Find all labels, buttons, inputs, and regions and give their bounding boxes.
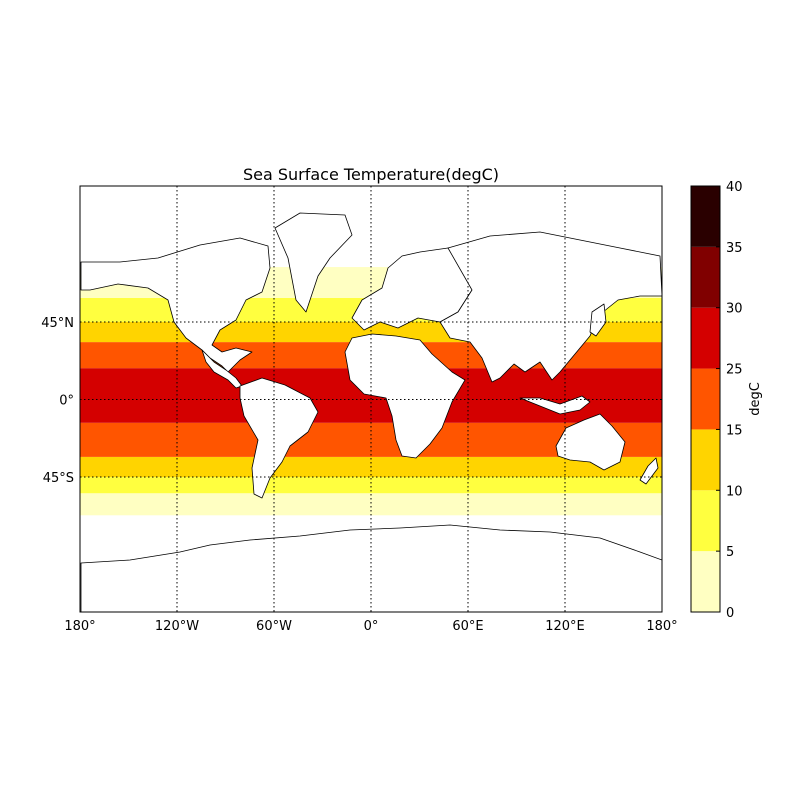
longitude-labels: 180° 120°W 60°W 0° 60°E 120°E 180° (64, 619, 677, 634)
colorbar-segment (691, 246, 720, 308)
sst-band-2 (80, 477, 662, 494)
africa (344, 333, 466, 459)
colorbar (691, 186, 720, 612)
japan (589, 303, 607, 337)
central-america (201, 349, 243, 389)
antarctica (80, 524, 662, 612)
longitude-label: 120°W (155, 619, 199, 634)
land-masses (80, 212, 662, 612)
colorbar-tick-label: 15 (726, 423, 743, 438)
colorbar-segment (691, 490, 720, 552)
colorbar-segment (691, 551, 720, 612)
colorbar-tick-label: 35 (726, 241, 743, 256)
latitude-labels: 45°N 0° 45°S (41, 316, 74, 486)
colorbar-segment (691, 307, 720, 369)
latitude-label: 45°S (43, 471, 74, 486)
longitude-label: 120°E (545, 619, 585, 634)
map-frame (79, 185, 663, 613)
map-plot-area (80, 186, 662, 612)
south-america (239, 377, 319, 499)
chart-title: Sea Surface Temperature(degC) (243, 165, 499, 184)
colorbar-label: degC (748, 382, 763, 416)
greenland (274, 212, 353, 313)
colorbar-ticks: 0 5 10 15 25 30 35 40 (716, 180, 743, 621)
north-america (80, 237, 271, 373)
colorbar-tick-label: 25 (726, 363, 743, 378)
colorbar-tick-label: 30 (726, 302, 743, 317)
latitude-label: 45°N (41, 316, 74, 331)
longitude-label: 0° (364, 619, 379, 634)
colorbar-segment (691, 429, 720, 491)
colorbar-segment (691, 186, 720, 247)
colorbar-frame (690, 185, 721, 613)
colorbar-tick-label: 10 (726, 484, 743, 499)
longitude-label: 60°W (256, 619, 292, 634)
longitude-label: 60°E (452, 619, 483, 634)
maritime-islands (519, 395, 591, 415)
longitude-label: 180° (646, 619, 677, 634)
colorbar-segment (691, 368, 720, 430)
longitude-label: 180° (64, 619, 95, 634)
asia (439, 231, 662, 383)
colorbar-tick-label: 0 (726, 606, 734, 621)
colorbar-tick-label: 40 (726, 180, 743, 195)
graticule (80, 186, 662, 612)
sst-band-1 (80, 493, 662, 516)
australia (555, 413, 626, 471)
colorbar-tick-label: 5 (726, 545, 734, 560)
latitude-label: 0° (59, 394, 74, 409)
